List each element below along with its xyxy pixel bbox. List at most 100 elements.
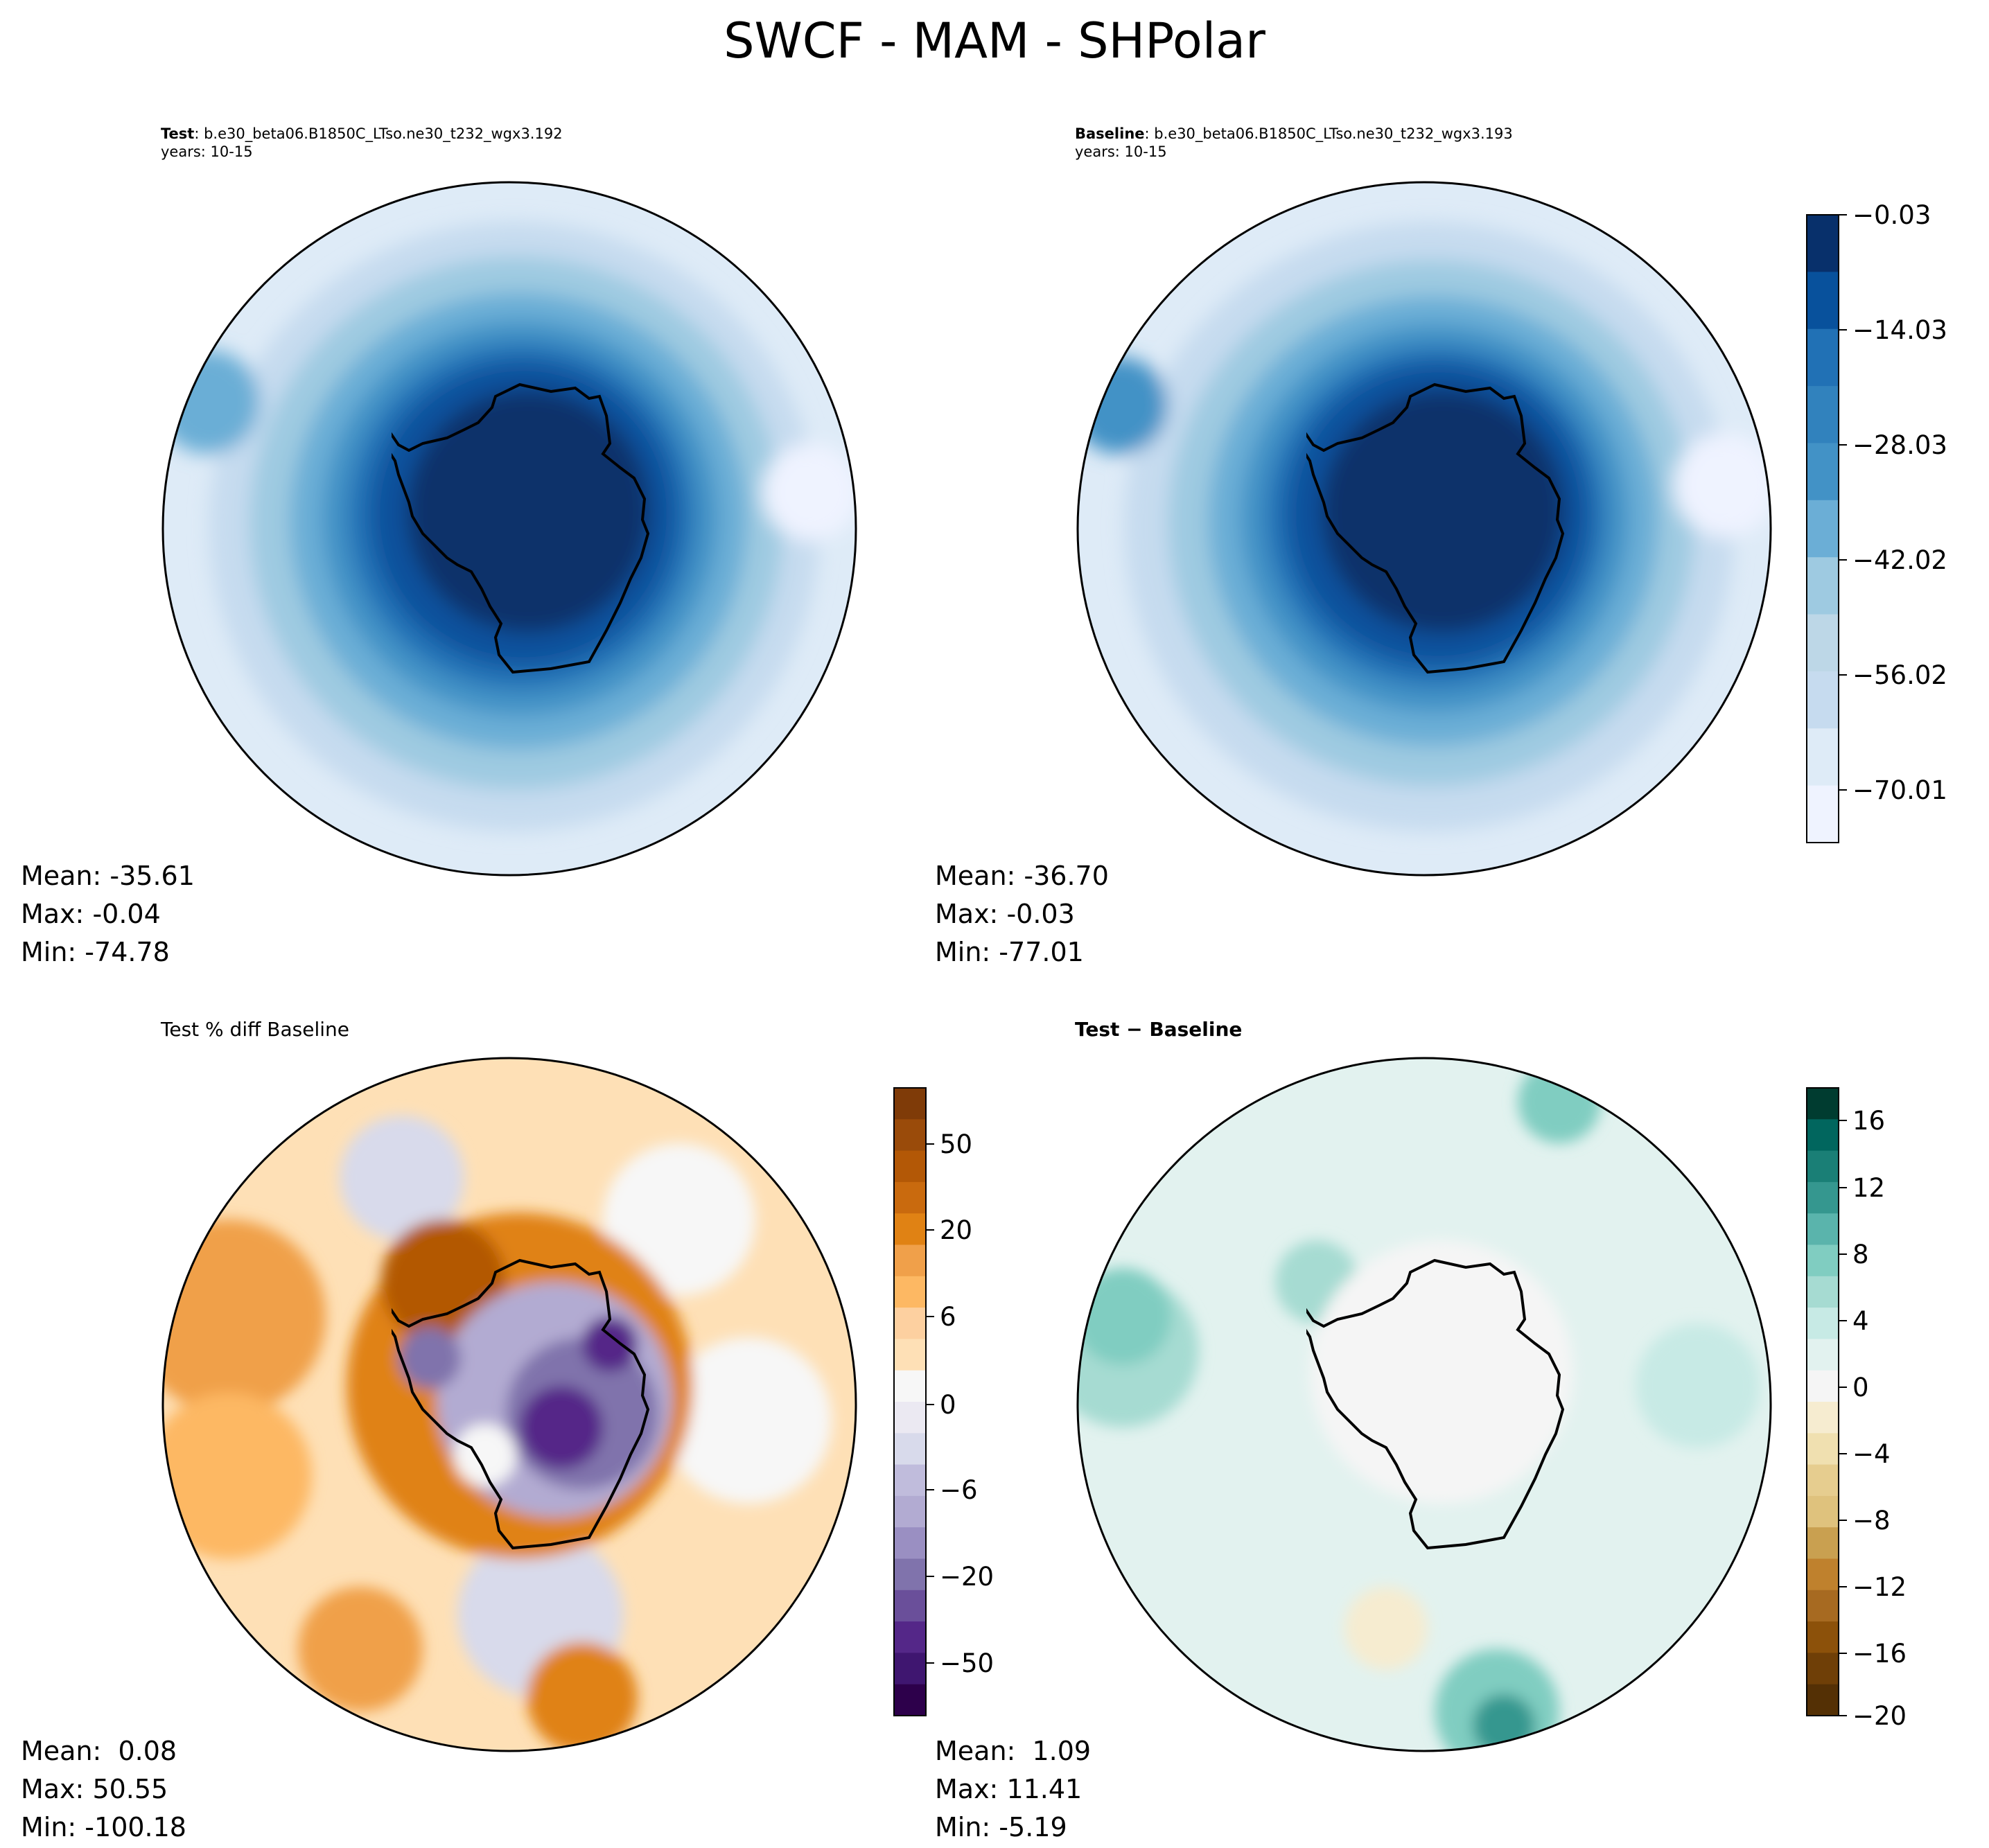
colorbar-tick-label: −50 <box>940 1648 994 1678</box>
colorbar-segment <box>1807 215 1839 272</box>
colorbar-tick-label: −8 <box>1852 1506 1891 1535</box>
diff-map <box>1078 1058 1771 1751</box>
colorbar-tick-label: 0 <box>940 1390 956 1420</box>
colorbar-segment <box>894 1308 926 1339</box>
test-min: Min: -74.78 <box>21 937 170 967</box>
baseline-mean: Mean: -36.70 <box>935 861 1109 891</box>
colorbar-segment <box>894 1495 926 1528</box>
colorbar-segment <box>894 1464 926 1497</box>
colorbar-tick-label: −56.02 <box>1852 660 1947 690</box>
colorbar-segment <box>894 1119 926 1152</box>
colorbar-frame <box>893 1087 927 1716</box>
test-stats: Mean: -35.61 Max: -0.04 Min: -74.78 <box>21 857 195 971</box>
colorbar-segment <box>894 1402 926 1434</box>
colorbar-tick-label: −70.01 <box>1852 775 1947 805</box>
colorbar-segment <box>894 1558 926 1591</box>
diff-title: Test − Baseline <box>1075 1018 1243 1041</box>
test-label: Test <box>161 125 195 142</box>
baseline-label: Baseline <box>1075 125 1145 142</box>
colorbar-tick-label: 20 <box>940 1215 972 1245</box>
colorbar-tick-label: −0.03 <box>1852 200 1931 230</box>
colorbar-segment <box>1807 1621 1839 1653</box>
baseline-min: Min: -77.01 <box>935 937 1084 967</box>
colorbar-segment <box>1807 1276 1839 1308</box>
colorbar-tick-label: 8 <box>1852 1240 1869 1269</box>
colorbar-segment <box>1807 728 1839 786</box>
colorbar-segment <box>1807 1653 1839 1685</box>
colorbar-segment <box>894 1621 926 1653</box>
colorbar-segment <box>1807 1213 1839 1246</box>
colorbar-segment <box>1807 386 1839 444</box>
colorbar-tick-label: −14.03 <box>1852 315 1947 345</box>
colorbar-climatology: −0.03 −14.03 −28.03 −42.02 −56.02 −70.01 <box>1806 200 1947 843</box>
colorbar-segment <box>1807 1119 1839 1152</box>
diff-stats: Mean: 1.09 Max: 11.41 Min: -5.19 <box>935 1732 1091 1847</box>
colorbar-segment <box>1807 1433 1839 1466</box>
colorbar-tick-label: −20 <box>940 1562 994 1592</box>
pct-diff-min: Min: -100.18 <box>21 1812 186 1842</box>
colorbar-tick-label: −16 <box>1852 1639 1907 1669</box>
colorbar-segment <box>1807 1339 1839 1371</box>
colorbar-segment <box>894 1150 926 1183</box>
colorbar-segment <box>894 1339 926 1371</box>
colorbar-segment <box>1807 1684 1839 1716</box>
pct-diff-mean: Mean: 0.08 <box>21 1736 177 1766</box>
pct-diff-stats: Mean: 0.08 Max: 50.55 Min: -100.18 <box>21 1732 186 1847</box>
colorbar-segment <box>1807 1150 1839 1183</box>
colorbar-segment <box>894 1370 926 1402</box>
colorbar-segment <box>1807 1464 1839 1497</box>
colorbar-segment <box>894 1244 926 1277</box>
baseline-case: : b.e30_beta06.B1850C_LTso.ne30_t232_wgx… <box>1144 125 1513 142</box>
colorbar-segment <box>1807 1558 1839 1591</box>
colorbar-segment <box>894 1527 926 1560</box>
colorbar-segment <box>1807 1495 1839 1528</box>
colorbar-segment <box>894 1213 926 1246</box>
colorbar-segment <box>1807 671 1839 729</box>
diff-min: Min: -5.19 <box>935 1812 1067 1842</box>
colorbar-tick-label: 4 <box>1852 1306 1869 1336</box>
colorbar-segment <box>894 1088 926 1120</box>
colorbar-segment <box>894 1590 926 1622</box>
baseline-stats: Mean: -36.70 Max: -0.03 Min: -77.01 <box>935 857 1109 971</box>
test-map <box>163 182 856 875</box>
colorbar-tick-label: 6 <box>940 1302 956 1332</box>
colorbar-segment <box>894 1684 926 1716</box>
colorbar-segment <box>1807 1308 1839 1339</box>
colorbar-pct-diff: 50 20 6 0 −6 −20 −50 <box>893 1087 994 1716</box>
colorbar-tick-label: −28.03 <box>1852 430 1947 460</box>
colorbar-segment <box>1807 785 1839 843</box>
colorbar-segment <box>894 1433 926 1466</box>
colorbar-tick-label: −42.02 <box>1852 545 1947 575</box>
colorbar-segment <box>1807 500 1839 558</box>
colorbar-segment <box>1807 614 1839 672</box>
pct-diff-title: Test % diff Baseline <box>161 1018 350 1041</box>
pct-diff-map <box>163 1058 856 1751</box>
colorbar-segment <box>1807 1244 1839 1277</box>
colorbar-segment <box>1807 1370 1839 1402</box>
colorbar-diff: 16 12 8 4 0 −4 −8 −12 −16 −20 <box>1806 1087 1907 1731</box>
test-case: : b.e30_beta06.B1850C_LTso.ne30_t232_wgx… <box>194 125 563 142</box>
colorbar-segment <box>1807 1181 1839 1214</box>
colorbar-tick-label: 50 <box>940 1129 972 1159</box>
colorbar-segment <box>1807 328 1839 387</box>
colorbar-tick-label: 16 <box>1852 1106 1885 1136</box>
colorbar-tick-label: −20 <box>1852 1701 1907 1731</box>
colorbar-frame <box>1806 1087 1839 1716</box>
colorbar-segment <box>1807 1088 1839 1120</box>
colorbar-tick-label: −12 <box>1852 1572 1907 1602</box>
colorbar-tick-label: 0 <box>1852 1373 1869 1402</box>
colorbar-segment <box>894 1653 926 1685</box>
baseline-map <box>1078 182 1771 875</box>
baseline-header: Baseline: b.e30_beta06.B1850C_LTso.ne30_… <box>1075 125 1513 161</box>
test-mean: Mean: -35.61 <box>21 861 195 891</box>
pct-diff-max: Max: 50.55 <box>21 1774 168 1804</box>
colorbar-tick-label: −4 <box>1852 1439 1891 1469</box>
baseline-years: years: 10-15 <box>1075 143 1167 160</box>
colorbar-segment <box>894 1181 926 1214</box>
colorbar-segment <box>1807 1402 1839 1434</box>
diff-max: Max: 11.41 <box>935 1774 1083 1804</box>
colorbar-tick-label: −6 <box>940 1475 978 1505</box>
figure-title: SWCF - MAM - SHPolar <box>724 12 1265 69</box>
baseline-max: Max: -0.03 <box>935 899 1075 929</box>
